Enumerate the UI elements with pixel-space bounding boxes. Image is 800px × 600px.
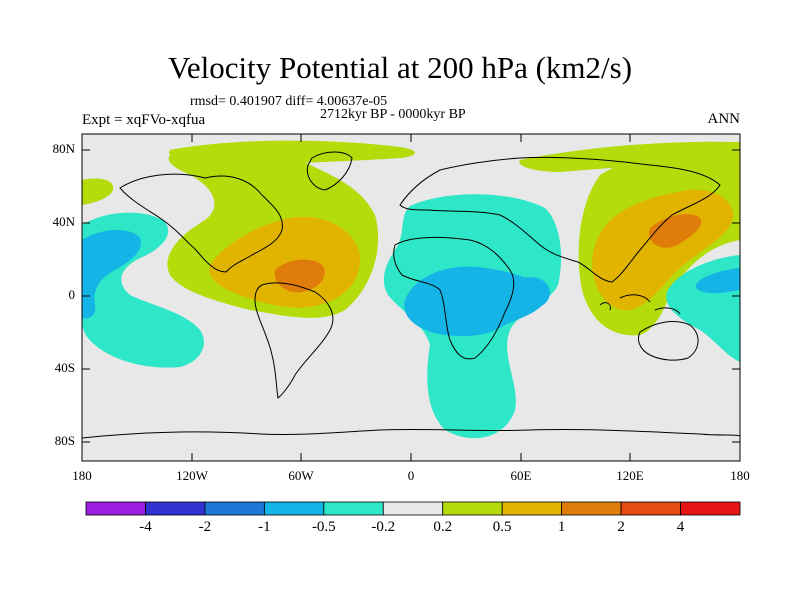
axis-ticks <box>82 134 740 461</box>
x-tick-0: 0 <box>407 468 415 483</box>
colorbar-label-0: -4 <box>139 519 152 535</box>
negative-05-region-eastpac-right <box>695 268 740 294</box>
y-tick-40s: 40S <box>54 360 75 375</box>
colorbar-swatch-5 <box>382 501 444 516</box>
colorbar-swatch-0 <box>85 501 146 516</box>
map-title: Velocity Potential at 200 hPa (km2/s) <box>167 50 633 85</box>
positive-region-northpole <box>169 140 415 165</box>
colorbar-swatch-7 <box>501 501 563 516</box>
colorbar-swatch-2 <box>204 501 265 516</box>
coastline-europe-asia <box>399 156 721 283</box>
positive-05-region-americas <box>209 216 361 308</box>
colorbar-swatch-4 <box>323 501 384 516</box>
y-tick-40n: 40N <box>52 214 75 229</box>
positive-1-region-asia <box>649 214 702 248</box>
x-tick-120w: 120W <box>176 468 208 483</box>
colorbar-label-6: 0.5 <box>492 519 512 535</box>
colorbar-label-5: 0.2 <box>433 519 453 535</box>
negative-05-region-indian <box>511 277 550 310</box>
positive-region-arctic-asia <box>519 141 740 172</box>
x-tick-180w: 180 <box>72 468 92 483</box>
coastline-maritime-continent <box>599 294 681 315</box>
map-frame <box>81 133 741 462</box>
colorbar-label-9: 4 <box>676 519 685 535</box>
coastline-africa <box>393 236 515 360</box>
coastline-greenland <box>306 151 353 191</box>
experiment-label: Expt = xqFVo-xqfua <box>82 112 206 128</box>
colorbar-swatch-1 <box>145 501 206 516</box>
positive-region-westpac-strip <box>82 178 114 205</box>
y-tick-0: 0 <box>68 287 76 302</box>
colorbar-label-4: -0.2 <box>371 519 396 535</box>
y-tick-80s: 80S <box>54 433 75 448</box>
colorbar-label-1: -2 <box>198 519 212 535</box>
x-tick-180e: 180 <box>730 468 750 483</box>
coastlines <box>82 151 740 439</box>
negative-05-region-africa <box>404 266 546 337</box>
stats-line: rmsd= 0.401907 diff= 4.00637e-05 <box>190 94 388 109</box>
negative-05-region-pacific <box>82 229 141 319</box>
x-tick-120e: 120E <box>616 468 644 483</box>
colorbar-label-7: 1 <box>557 519 566 535</box>
colorbar-swatch-9 <box>620 501 681 516</box>
x-tick-60e: 60E <box>510 468 532 483</box>
x-tick-60w: 60W <box>288 468 314 483</box>
period-line: 2712kyr BP - 0000kyr BP <box>320 107 466 122</box>
coastline-australia <box>637 321 699 361</box>
colorbar <box>85 501 741 516</box>
season-label: ANN <box>707 111 741 127</box>
coastline-south-america <box>254 282 334 399</box>
coastline-antarctica <box>82 428 740 439</box>
colorbar-swatch-8 <box>561 501 622 516</box>
colorbar-label-3: -0.5 <box>311 519 336 535</box>
colorbar-label-8: 2 <box>617 519 625 535</box>
y-tick-80n: 80N <box>52 141 75 156</box>
coastline-north-america <box>119 173 283 273</box>
colorbar-label-2: -1 <box>258 519 271 535</box>
colorbar-swatch-6 <box>442 501 503 516</box>
colorbar-swatch-3 <box>263 501 325 516</box>
colorbar-swatch-10 <box>680 501 741 516</box>
